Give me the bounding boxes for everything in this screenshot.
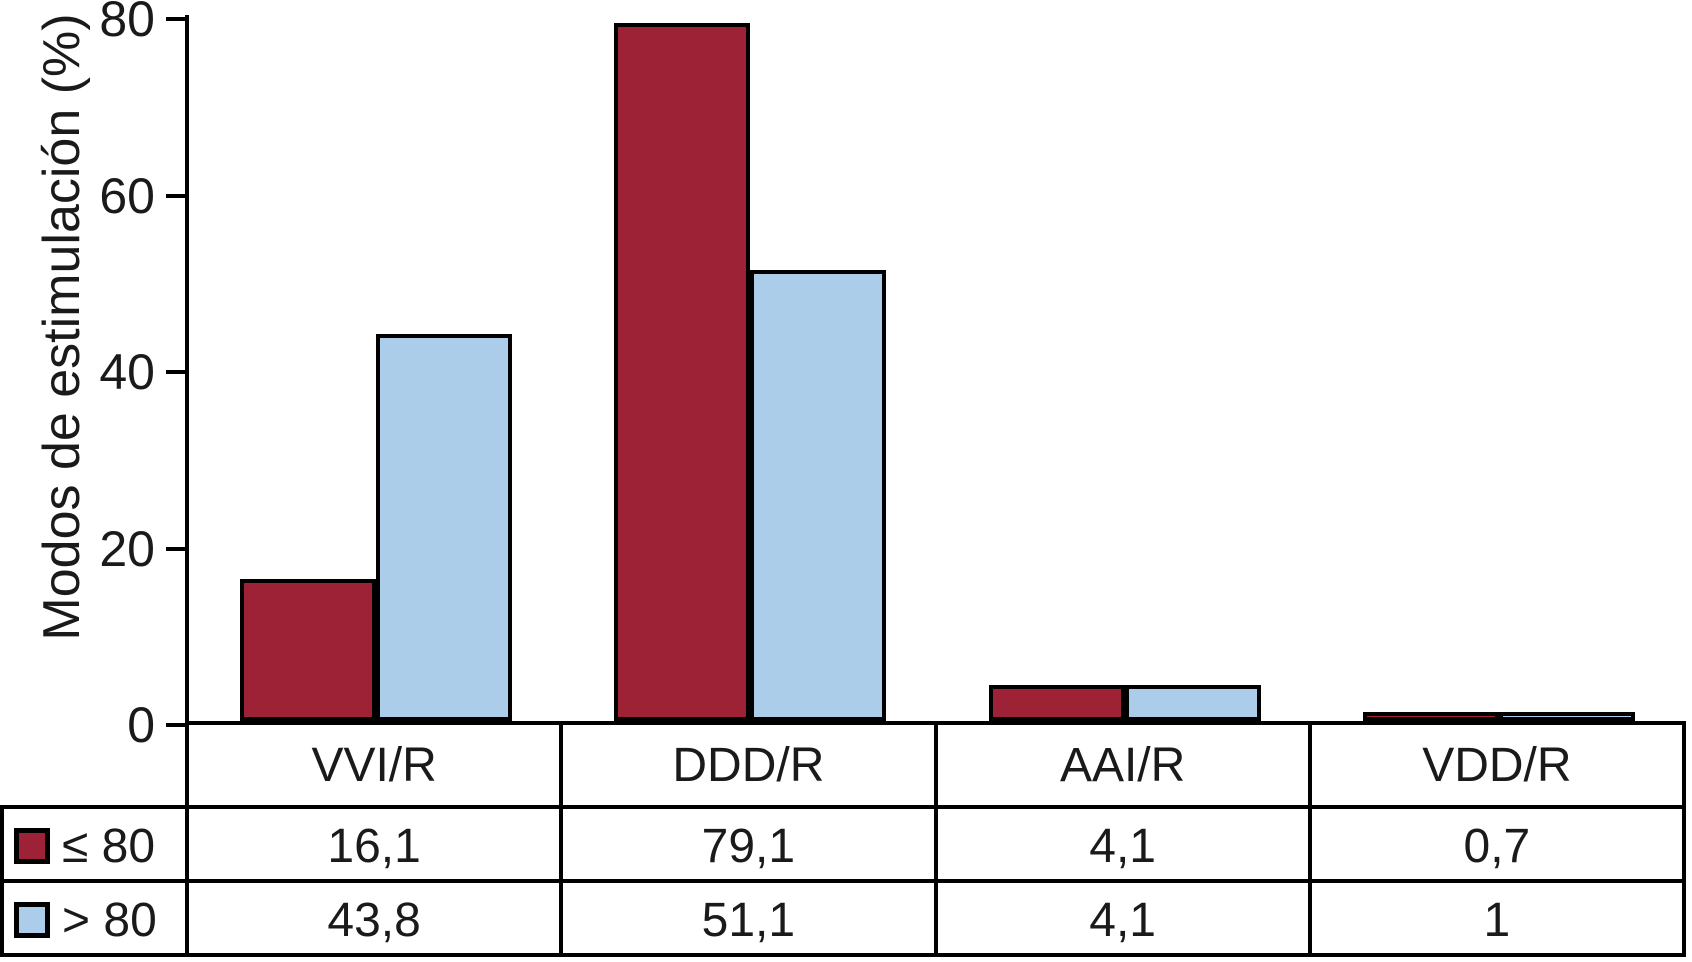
legend-swatch-gt-80 (14, 902, 50, 938)
bar-aai-r-le-80 (989, 685, 1125, 721)
bar-ddd-r-gt-80 (750, 270, 886, 721)
y-tick-label: 60 (99, 167, 155, 224)
category-label: VVI/R (189, 725, 564, 805)
legend-label: ≤ 80 (62, 819, 156, 873)
bar-vvi-r-gt-80 (376, 334, 512, 721)
legend-entry: > 80 (4, 883, 189, 957)
value-cell: 1 (1312, 883, 1686, 957)
value-cell: 16,1 (189, 809, 564, 883)
value-cell: 0,7 (1312, 809, 1686, 883)
legend-swatch-le-80 (14, 828, 50, 864)
bar-aai-r-gt-80 (1125, 685, 1261, 721)
category-header-row: VVI/R DDD/R AAI/R VDD/R (185, 725, 1686, 809)
table-bottom-border (0, 953, 1686, 957)
value-cell: 51,1 (563, 883, 938, 957)
bar-ddd-r-le-80 (614, 23, 750, 721)
bar-vvi-r-le-80 (240, 579, 376, 721)
y-tick-mark (166, 370, 185, 374)
bar-vdd-r-gt-80 (1499, 712, 1635, 721)
y-tick-mark (166, 546, 185, 551)
category-label: AAI/R (938, 725, 1312, 805)
bar-vdd-r-le-80 (1363, 712, 1499, 721)
plot-area (185, 15, 1686, 725)
y-tick-label: 40 (99, 344, 155, 400)
table-row: > 80 43,8 51,1 4,1 1 (0, 879, 1686, 957)
category-label: DDD/R (563, 725, 938, 805)
data-table: VVI/R DDD/R AAI/R VDD/R ≤ 80 16,1 79,1 4… (0, 725, 1686, 961)
value-cell: 4,1 (938, 809, 1312, 883)
value-cell: 43,8 (189, 883, 564, 957)
value-cell: 79,1 (563, 809, 938, 883)
category-label: VDD/R (1312, 725, 1686, 805)
legend-entry: ≤ 80 (4, 809, 189, 883)
y-tick-label: 0 (127, 697, 155, 753)
y-tick-label: 20 (99, 520, 155, 577)
y-tick-mark (166, 193, 185, 198)
legend-label: > 80 (62, 893, 157, 947)
table-row: ≤ 80 16,1 79,1 4,1 0,7 (0, 805, 1686, 883)
y-tick-label: 80 (99, 0, 155, 47)
y-tick-mark (166, 17, 185, 21)
y-tick-mark (166, 723, 185, 727)
value-cell: 4,1 (938, 883, 1312, 957)
